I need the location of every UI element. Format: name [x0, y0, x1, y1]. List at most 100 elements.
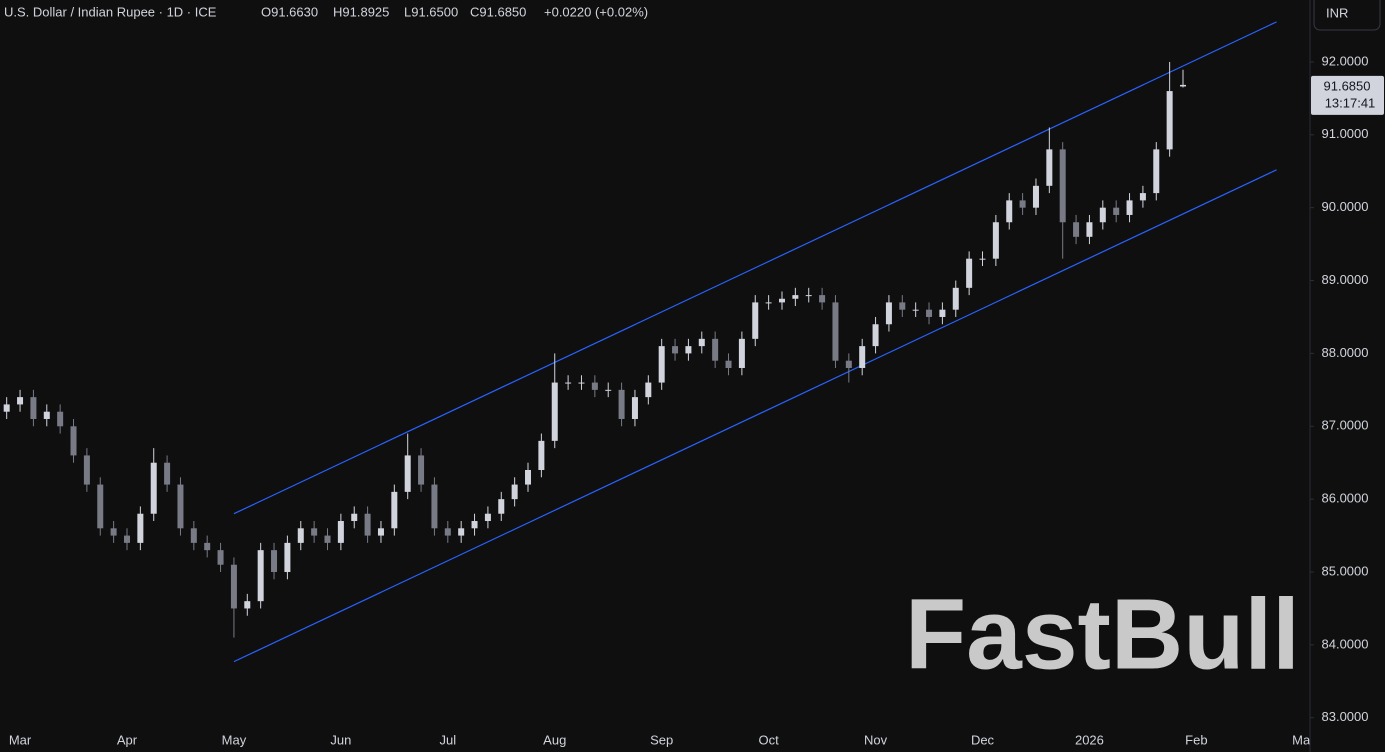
candle-body: [926, 309, 933, 317]
candle-body: [725, 360, 732, 368]
candle-body: [97, 484, 104, 529]
candle-body: [511, 484, 518, 500]
y-tick-label: 84.0000: [1322, 636, 1369, 651]
candle-body: [738, 338, 745, 368]
candle-body: [1099, 207, 1106, 223]
x-tick-label: Sep: [650, 732, 673, 747]
candle-body: [952, 287, 959, 310]
candle-body: [685, 346, 692, 354]
candle-body: [164, 462, 171, 485]
y-tick-label: 85.0000: [1322, 563, 1369, 578]
candle-body: [859, 346, 866, 368]
x-tick-label: Mar: [9, 732, 32, 747]
candle-body: [471, 521, 478, 529]
candle-body: [70, 426, 77, 456]
candle-body: [698, 338, 705, 347]
candle-body: [418, 455, 425, 485]
candle-body: [1006, 200, 1013, 223]
candle-body: [391, 491, 398, 529]
x-tick-label: May: [222, 732, 247, 747]
y-tick-label: 89.0000: [1322, 272, 1369, 287]
candle-body: [538, 440, 545, 470]
candle-body: [979, 258, 986, 260]
candle-body: [778, 298, 785, 303]
candle-body: [1180, 84, 1187, 87]
candle-body: [458, 528, 465, 536]
y-tick-label: 90.0000: [1322, 199, 1369, 214]
candle-body: [805, 295, 812, 297]
channel-line: [233, 169, 1277, 663]
candle-body: [1059, 149, 1066, 223]
candle-body: [1126, 200, 1133, 215]
candle-body: [899, 302, 906, 310]
candle-body: [431, 484, 438, 529]
currency-box[interactable]: [1313, 0, 1381, 31]
change-label: +0.0220 (+0.02%): [544, 4, 648, 19]
candle-body: [244, 601, 251, 609]
candle-body: [832, 302, 839, 361]
candle-body: [591, 382, 598, 390]
candle-body: [1139, 193, 1146, 201]
candle-body: [1086, 222, 1093, 237]
candle-body: [110, 528, 117, 536]
candle-body: [578, 382, 585, 384]
candle-body: [1046, 149, 1053, 186]
x-tick-label: 2026: [1075, 732, 1104, 747]
candle-body: [204, 542, 211, 551]
channel-line: [233, 21, 1277, 515]
currency[interactable]: INR: [1326, 5, 1348, 20]
candle-body: [83, 455, 90, 485]
x-tick-label: Nov: [864, 732, 888, 747]
candle-body: [1166, 91, 1173, 150]
high-label: H91.8925: [333, 4, 389, 19]
candle-body: [605, 389, 612, 391]
candle-body: [885, 302, 892, 325]
candle-body: [337, 521, 344, 543]
open-label: O91.6630: [261, 4, 318, 19]
candle-body: [257, 550, 264, 602]
candle-body: [672, 346, 679, 354]
candle-body: [364, 513, 371, 536]
y-tick-label: 86.0000: [1322, 491, 1369, 506]
candle-body: [217, 550, 224, 565]
candle-body: [792, 295, 799, 299]
candle-body: [765, 302, 772, 304]
candle-body: [404, 455, 411, 492]
candle-body: [137, 513, 144, 543]
last-price-label: 91.6850: [1324, 78, 1371, 93]
candle-body: [498, 499, 505, 514]
candle-body: [1073, 222, 1080, 237]
candle-body: [351, 513, 358, 522]
candle-body: [845, 360, 852, 368]
candle-body: [444, 528, 451, 536]
candle-body: [1019, 200, 1026, 208]
x-tick-label: Mar: [1292, 732, 1315, 747]
x-tick-label: Oct: [759, 732, 780, 747]
candle-body: [271, 550, 278, 573]
last-price-box: [1311, 75, 1384, 115]
candle-body: [819, 295, 826, 303]
candle-body: [645, 382, 652, 398]
plot-area: Mar Apr May Jun Jul Aug Sep Oct Nov Dec 2026 Feb Mar: [3, 21, 1315, 747]
candle-body: [618, 389, 625, 419]
candle-body: [525, 470, 532, 485]
candle-body: [190, 528, 197, 543]
candle-body: [324, 535, 331, 543]
x-tick-label: Jun: [330, 732, 351, 747]
y-tick-label: 83.0000: [1322, 709, 1369, 724]
candle-body: [230, 564, 237, 609]
close-label: C91.6850: [470, 4, 526, 19]
candle-body: [3, 404, 10, 412]
candle-body: [284, 542, 291, 573]
candle-body: [43, 411, 50, 419]
candle-body: [1032, 185, 1039, 208]
watermark: FastBull: [905, 578, 1300, 690]
x-tick-label: Feb: [1185, 732, 1207, 747]
candle-body: [177, 484, 184, 529]
x-tick-label: Aug: [543, 732, 566, 747]
y-tick-label: 91.0000: [1322, 126, 1369, 141]
candle-body: [1113, 207, 1120, 215]
x-tick-label: Jul: [439, 732, 456, 747]
candle-body: [752, 302, 759, 339]
